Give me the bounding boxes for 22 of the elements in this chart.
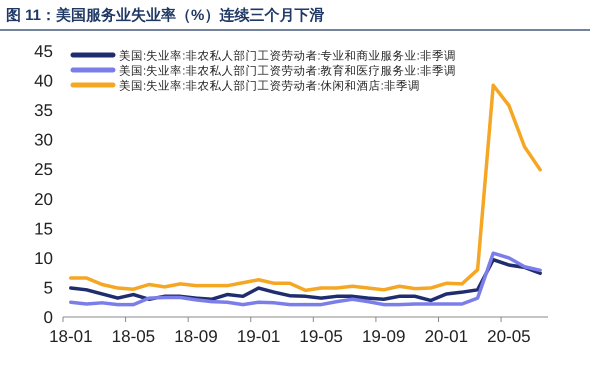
x-tick-label: 18-01: [49, 327, 93, 346]
x-tick-label: 20-05: [487, 327, 531, 346]
x-tick-label: 19-01: [236, 327, 280, 346]
y-tick-label: 10: [34, 248, 53, 268]
y-tick-label: 30: [34, 130, 53, 150]
y-tick-label: 20: [34, 190, 53, 209]
y-tick-label: 40: [34, 72, 53, 91]
y-tick-label: 0: [44, 308, 53, 327]
legend-label: 美国:失业率:非农私人部门工资劳动者:休闲和酒店:非季调: [119, 78, 420, 92]
legend-label: 美国:失业率:非农私人部门工资劳动者:教育和医疗服务业:非季调: [119, 64, 456, 78]
x-tick-label: 20-01: [424, 327, 468, 346]
y-tick-label: 15: [34, 219, 53, 238]
y-tick-label: 25: [34, 160, 53, 180]
title: 图 11：美国服务业失业率（%）连续三个月下滑: [6, 7, 324, 24]
y-tick-label: 5: [44, 278, 53, 298]
x-tick-label: 18-05: [112, 327, 156, 346]
x-tick-label: 19-09: [362, 327, 406, 346]
y-tick-label: 45: [34, 42, 53, 61]
x-tick-label: 19-05: [299, 327, 343, 346]
x-tick-label: 18-09: [174, 327, 218, 346]
legend-label: 美国:失业率:非农私人部门工资劳动者:专业和商业服务业:非季调: [119, 48, 456, 62]
y-tick-label: 35: [34, 101, 53, 120]
